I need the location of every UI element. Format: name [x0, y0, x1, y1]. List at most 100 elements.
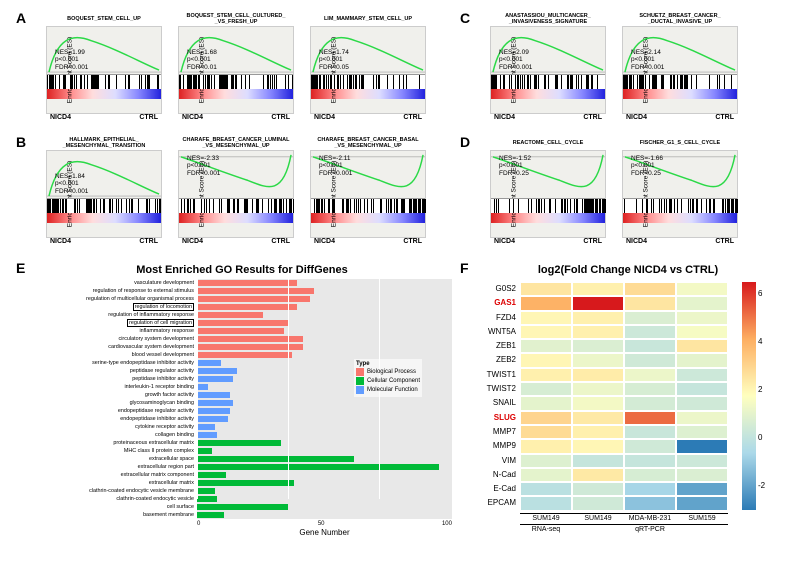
enrichment-stats: NES=1.68p<0.001FDR<0.01: [187, 49, 217, 71]
go-label: proteinaceous extracellular matrix: [32, 440, 197, 446]
go-row: MHC class II protein complex: [32, 447, 452, 455]
x-label-right: CTRL: [715, 114, 734, 121]
heatmap-cell: [624, 339, 676, 353]
go-row: inflammatory response: [32, 327, 452, 335]
go-label: MHC class II protein complex: [32, 448, 197, 454]
heatmap-cell: [676, 411, 728, 425]
go-label: vasculature development: [32, 280, 197, 286]
heatmap-row-label: ZEB1: [468, 339, 520, 353]
go-row: regulation of response to external stimu…: [32, 287, 452, 295]
heatmap-cell: [572, 382, 624, 396]
x-label-left: NICD4: [314, 238, 335, 245]
x-label-right: CTRL: [583, 114, 602, 121]
go-row: endopeptidase inhibitor activity: [32, 415, 452, 423]
enrichment-stats: NES=2.09p<0.001FDR<0.001: [499, 49, 532, 71]
enrichment-plot-B-2: CHARAFE_BREAST_CANCER_BASAL_VS_MESENCHYM…: [310, 136, 426, 238]
go-row: endopeptidase regulator activity: [32, 407, 452, 415]
go-bar: [197, 312, 263, 318]
go-row: regulation of inflammatory response: [32, 311, 452, 319]
enrichment-gradient: [311, 213, 425, 223]
go-bar: [197, 488, 215, 494]
go-label: regulation of response to external stimu…: [32, 288, 197, 294]
x-label-left: NICD4: [626, 238, 647, 245]
go-bar: [197, 352, 292, 358]
go-label: cardiovascular system development: [32, 344, 197, 350]
heatmap-cell: [624, 325, 676, 339]
go-bar: [197, 408, 230, 414]
go-row: cytokine receptor activity: [32, 423, 452, 431]
go-bar: [197, 296, 310, 302]
panel-label-a: A: [16, 10, 26, 26]
go-xtick: 50: [318, 521, 325, 527]
go-label: circulatory system development: [32, 336, 197, 342]
go-label: clathrin-coated endocytic vesicle: [32, 496, 197, 502]
heatmap-colorbar: -20246: [742, 282, 756, 511]
enrichment-barcode: [623, 199, 737, 213]
heatmap-row-label: VIM: [468, 454, 520, 468]
enrichment-gradient: [311, 89, 425, 99]
go-bar: [197, 280, 297, 286]
enrichment-plot-C-0: ANASTASSIOU_MULTICANCER__INVASIVENESS_SI…: [490, 12, 606, 114]
heatmap-row-label: TWIST1: [468, 368, 520, 382]
heatmap-cell: [624, 482, 676, 496]
heatmap-cell: [676, 325, 728, 339]
heatmap-row-label: N-Cad: [468, 468, 520, 482]
heatmap-cell: [676, 439, 728, 453]
colorbar-tick: -2: [758, 481, 765, 490]
go-row: collagen binding: [32, 431, 452, 439]
x-label-right: CTRL: [271, 114, 290, 121]
go-label: peptidase regulator activity: [32, 368, 197, 374]
x-label-right: CTRL: [403, 238, 422, 245]
go-bar: [197, 472, 226, 478]
go-row: blood vessel development: [32, 351, 452, 359]
colorbar-tick: 6: [758, 289, 762, 298]
go-label: interleukin-1 receptor binding: [32, 384, 197, 390]
heatmap-col-label: SUM159: [676, 513, 728, 522]
colorbar-tick: 0: [758, 433, 762, 442]
heatmap-cell: [624, 439, 676, 453]
enrichment-title: CHARAFE_BREAST_CANCER_LUMINAL_VS_MESENCH…: [178, 136, 294, 150]
heatmap-cell: [520, 425, 572, 439]
heatmap-cell: [624, 496, 676, 510]
enrichment-title: REACTOME_CELL_CYCLE: [490, 136, 606, 150]
heatmap-cell: [676, 468, 728, 482]
x-label-left: NICD4: [182, 238, 203, 245]
heatmap-cell: [624, 368, 676, 382]
enrichment-gradient: [179, 89, 293, 99]
go-label: endopeptidase regulator activity: [32, 408, 197, 414]
panel-label-b: B: [16, 134, 26, 150]
enrichment-barcode: [47, 199, 161, 213]
enrichment-plot-D-1: FISCHER_G1_S_CELL_CYCLE Enrichment Score…: [622, 136, 738, 238]
x-label-right: CTRL: [403, 114, 422, 121]
heatmap-row-label: G0S2: [468, 282, 520, 296]
heatmap-column-labels: SUM149SUM149MDA-MB-231SUM159: [520, 513, 788, 522]
heatmap-cell: [624, 468, 676, 482]
enrichment-stats: NES=-1.52p<0.001FDR<0.25: [499, 155, 531, 177]
heatmap-cell: [572, 353, 624, 367]
panel-label-e: E: [16, 260, 25, 276]
enrichment-stats: NES=-1.66p<0.001FDR<0.25: [631, 155, 663, 177]
heatmap-cell: [520, 311, 572, 325]
go-bar: [197, 304, 297, 310]
go-xtick: 0: [197, 521, 200, 527]
go-bar: [197, 496, 217, 502]
enrichment-title: CHARAFE_BREAST_CANCER_BASAL_VS_MESENCHYM…: [310, 136, 426, 150]
go-xtick: 100: [442, 521, 452, 527]
enrichment-barcode: [179, 75, 293, 89]
panel-label-d: D: [460, 134, 470, 150]
go-bar: [197, 480, 294, 486]
heatmap-cell: [520, 353, 572, 367]
enrichment-title: FISCHER_G1_S_CELL_CYCLE: [622, 136, 738, 150]
heatmap-cell: [572, 396, 624, 410]
enrichment-stats: NES=-2.33p<0.001FDR<0.001: [187, 155, 220, 177]
enrichment-title: ANASTASSIOU_MULTICANCER__INVASIVENESS_SI…: [490, 12, 606, 26]
col-group-qrtpcr: qRT-PCR: [572, 524, 728, 533]
go-row: clathrin-coated endocytic vesicle membra…: [32, 487, 452, 495]
heatmap-cell: [676, 382, 728, 396]
enrichment-gradient: [491, 89, 605, 99]
heatmap-column-brackets: RNA-seqqRT-PCR: [520, 522, 788, 533]
heatmap-cell: [676, 425, 728, 439]
heatmap-cell: [572, 296, 624, 310]
go-bar: [197, 336, 303, 342]
heatmap-col-label: SUM149: [572, 513, 624, 522]
